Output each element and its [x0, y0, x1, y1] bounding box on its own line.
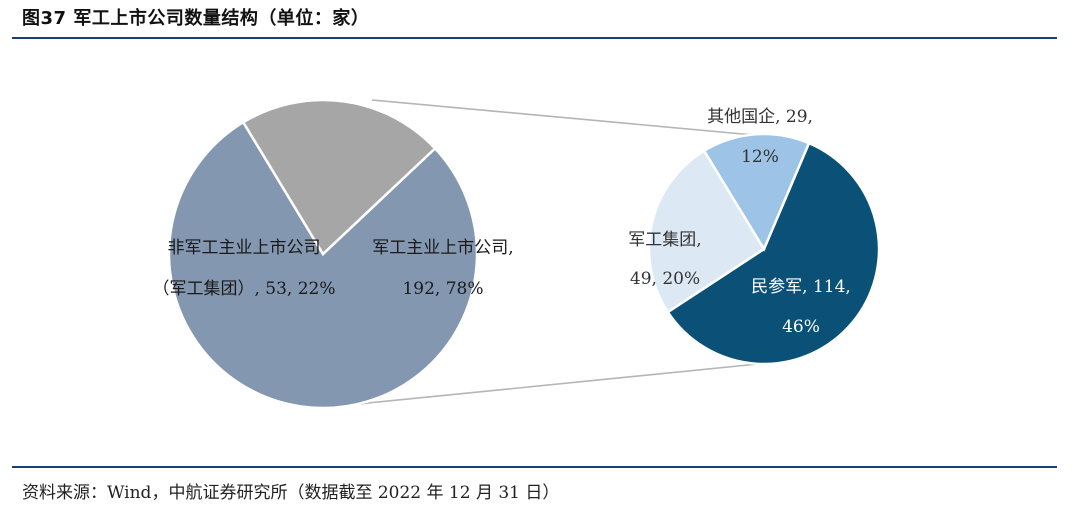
- slice-labels: 军工主业上市公司, 192, 78% 非军工主业上市公司 （军工集团）, 53, 22…: [152, 107, 850, 337]
- source-note: 资料来源：Wind，中航证券研究所（数据截至 2022 年 12 月 31 日）: [22, 483, 560, 503]
- breakdown-pie-slice-2: [702, 132, 811, 252]
- breakdown-pie-slice-0: [666, 141, 881, 366]
- pie1-slice-1-label-line-0: 军工集团,: [628, 230, 701, 250]
- connector-lines: [357, 99, 798, 405]
- main-pie-slice-1: [241, 98, 437, 256]
- pie0-slice-0-label-line-1: 192, 78%: [402, 279, 483, 299]
- pie1-slice-1-label-line-1: 49, 20%: [630, 269, 700, 289]
- pie0-slice-0-label-line-0: 军工主业上市公司,: [372, 238, 513, 258]
- pie1-slice-0-label-line-1: 46%: [782, 317, 820, 337]
- main-pie: [167, 98, 479, 410]
- pie1-slice-2-label-line-0: 其他国企, 29,: [707, 107, 813, 127]
- connector-line-1: [357, 363, 759, 405]
- breakdown-pie-slice-1: [647, 149, 766, 314]
- main-pie-slice-0: [167, 120, 479, 410]
- figure-title: 图37 军工上市公司数量结构（单位：家）: [22, 8, 370, 29]
- breakdown-pie: [647, 132, 881, 366]
- header-divider: [12, 37, 1057, 39]
- pie0-slice-1-label-line-1: （军工集团）, 53, 22%: [152, 279, 335, 299]
- connector-line-0: [371, 99, 798, 140]
- pie1-slice-0-label-line-0: 民参军, 114,: [751, 277, 851, 297]
- pie0-slice-1-label-line-0: 非军工主业上市公司: [168, 238, 321, 258]
- footer-divider: [12, 466, 1057, 468]
- pie1-slice-2-label-line-1: 12%: [741, 147, 779, 167]
